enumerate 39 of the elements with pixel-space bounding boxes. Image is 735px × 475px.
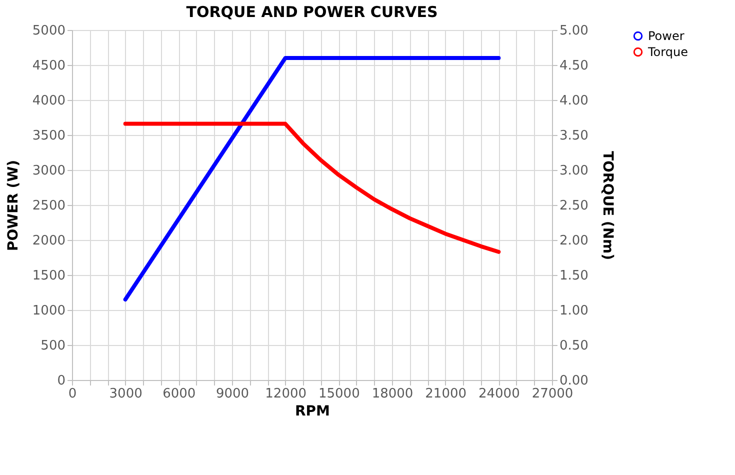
x-tick-label: 3000	[109, 386, 142, 402]
y2-tick-label: 5.00	[560, 24, 588, 38]
y2-tick-label: 4.00	[560, 94, 588, 108]
y-tick-label: 2500	[32, 198, 66, 214]
x-tick-label: 27000	[532, 386, 574, 402]
x-tick-label: 21000	[425, 386, 467, 402]
y2-tick-label: 2.00	[560, 234, 588, 248]
y-tick-label: 5000	[32, 24, 66, 38]
y2-tick-label: 3.50	[560, 128, 588, 144]
x-tick-label: 15000	[318, 386, 360, 402]
x-axis-title: RPM	[295, 404, 330, 420]
y2-axis-title: TORQUE (Nm)	[599, 150, 616, 260]
legend-label: Power	[648, 29, 684, 43]
y2-tick-label: 4.50	[560, 58, 588, 74]
y-tick-label: 3000	[32, 164, 66, 178]
y-tick-label: 2000	[32, 234, 66, 248]
x-tick-label: 12000	[265, 386, 307, 402]
x-tick-label: 18000	[372, 386, 414, 402]
y-axis-title: POWER (W)	[5, 160, 22, 252]
y-tick-label: 1500	[32, 268, 66, 284]
chart-title: TORQUE AND POWER CURVES	[186, 3, 438, 21]
y-tick-label: 4500	[32, 58, 66, 74]
x-tick-label: 24000	[478, 386, 520, 402]
x-tick-label: 6000	[162, 386, 196, 402]
y-tick-label: 1000	[32, 304, 66, 318]
y-tick-label: 0	[57, 374, 66, 388]
y2-tick-label: 1.00	[560, 304, 588, 318]
y-tick-label: 3500	[32, 128, 66, 144]
y-tick-label: 500	[40, 338, 66, 354]
y2-tick-label: 0.50	[560, 338, 588, 354]
x-tick-label: 0	[68, 386, 77, 402]
x-tick-label: 9000	[216, 386, 250, 402]
y2-tick-label: 1.50	[560, 268, 588, 284]
y2-tick-label: 3.00	[560, 164, 588, 178]
y2-tick-label: 2.50	[560, 198, 588, 214]
line-series	[123, 122, 501, 254]
y-tick-label: 4000	[32, 94, 66, 108]
y2-tick-label: 0.00	[560, 374, 588, 388]
legend-label: Torque	[647, 45, 688, 59]
